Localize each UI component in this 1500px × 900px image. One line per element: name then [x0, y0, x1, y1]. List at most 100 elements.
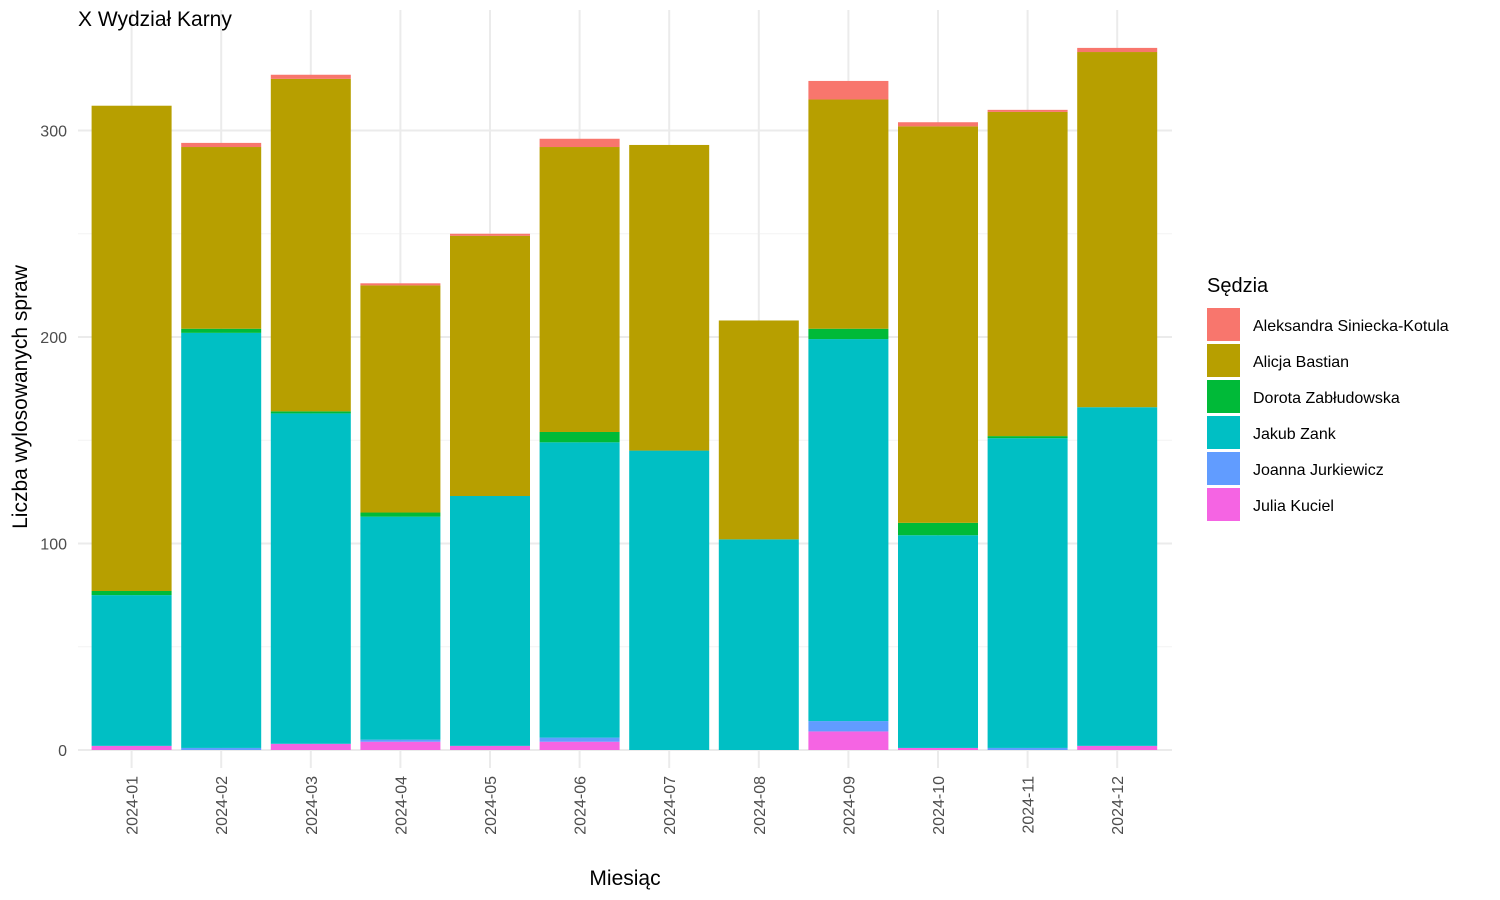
- bar-segment: [1077, 407, 1158, 746]
- legend-item: Dorota Zabłudowska: [1207, 380, 1400, 413]
- bar-segment: [360, 285, 441, 513]
- bar-segment: [181, 328, 262, 333]
- bar-segment: [360, 739, 441, 742]
- legend-swatch: [1207, 344, 1240, 377]
- bar-segment: [181, 747, 262, 750]
- bar-segment: [360, 283, 441, 286]
- bar-segment: [987, 109, 1068, 112]
- bar-stack-2024-01: [91, 105, 172, 750]
- x-axis-title: Miesiąc: [589, 867, 660, 890]
- bar-segment: [450, 496, 530, 746]
- bar-segment: [898, 522, 978, 536]
- bar-segment: [539, 138, 620, 148]
- bar-segment: [898, 747, 978, 750]
- bar-stack-2024-09: [808, 80, 889, 750]
- legend-title: Sędzia: [1207, 275, 1269, 297]
- y-tick-label: 300: [40, 124, 67, 141]
- bar-segment: [718, 539, 799, 750]
- x-tick-label: 2024-06: [573, 776, 590, 835]
- x-tick-label: 2024-10: [931, 776, 948, 835]
- bar-segment: [539, 741, 620, 750]
- legend-label: Dorota Zabłudowska: [1253, 390, 1400, 407]
- x-tick-label: 2024-04: [393, 776, 410, 835]
- bar-stack-2024-02: [181, 142, 262, 750]
- bar-segment: [450, 235, 530, 497]
- bar-segment: [181, 142, 262, 148]
- legend-swatch: [1207, 452, 1240, 485]
- bar-segment: [270, 74, 351, 79]
- bar-segment: [629, 450, 710, 750]
- bar-segment: [987, 438, 1068, 748]
- y-tick-label: 0: [58, 743, 67, 760]
- bar-segment: [181, 332, 262, 748]
- bar-segment: [181, 147, 262, 329]
- bar-segment: [718, 320, 799, 540]
- bar-stack-2024-03: [270, 74, 351, 750]
- legend-label: Joanna Jurkiewicz: [1253, 462, 1384, 479]
- bar-stack-2024-06: [539, 138, 620, 750]
- x-tick-label: 2024-03: [304, 776, 321, 835]
- bar-segment: [987, 111, 1068, 437]
- bar-stack-2024-10: [898, 122, 978, 750]
- bar-stack-2024-12: [1077, 47, 1158, 750]
- legend: Sędzia Aleksandra Siniecka-Kotula Alicja …: [1207, 275, 1449, 521]
- x-tick-label: 2024-07: [662, 776, 679, 835]
- bar-segment: [91, 745, 172, 750]
- bar-segment: [270, 413, 351, 744]
- bar-segment: [1077, 745, 1158, 750]
- bar-segment: [360, 516, 441, 740]
- legend-label: Jakub Zank: [1253, 426, 1337, 443]
- bar-segment: [1077, 47, 1158, 53]
- y-tick-label: 200: [40, 330, 67, 347]
- bar-stack-2024-08: [718, 320, 799, 750]
- x-tick-label: 2024-01: [125, 776, 142, 835]
- bars: [91, 47, 1158, 750]
- legend-swatch: [1207, 488, 1240, 521]
- bar-stack-2024-04: [360, 283, 441, 750]
- bar-stack-2024-07: [629, 144, 710, 750]
- bar-segment: [1077, 52, 1158, 408]
- bar-segment: [450, 233, 530, 236]
- bar-segment: [987, 436, 1068, 439]
- x-tick-label: 2024-02: [214, 776, 231, 835]
- bar-segment: [539, 737, 620, 742]
- bar-segment: [808, 328, 889, 340]
- bar-segment: [629, 144, 710, 451]
- legend-item: Alicja Bastian: [1207, 344, 1349, 377]
- x-tick-label: 2024-08: [752, 776, 769, 835]
- legend-swatch: [1207, 308, 1240, 341]
- legend-items: Aleksandra Siniecka-Kotula Alicja Bastian…: [1207, 308, 1449, 521]
- legend-item: Julia Kuciel: [1207, 488, 1334, 521]
- bar-segment: [808, 80, 889, 100]
- bar-stack-2024-05: [450, 233, 530, 750]
- y-axis-ticks: 0 100 200 300: [40, 124, 67, 761]
- bar-segment: [360, 741, 441, 750]
- chart-title: X Wydział Karny: [78, 8, 232, 31]
- bar-segment: [539, 147, 620, 432]
- legend-item: Aleksandra Siniecka-Kotula: [1207, 308, 1449, 341]
- x-tick-label: 2024-12: [1110, 776, 1127, 835]
- legend-label: Aleksandra Siniecka-Kotula: [1253, 318, 1449, 335]
- legend-item: Jakub Zank: [1207, 416, 1337, 449]
- legend-swatch: [1207, 416, 1240, 449]
- x-tick-label: 2024-09: [841, 776, 858, 835]
- legend-label: Alicja Bastian: [1253, 354, 1349, 371]
- bar-segment: [91, 595, 172, 746]
- legend-label: Julia Kuciel: [1253, 498, 1334, 515]
- bar-segment: [808, 721, 889, 732]
- bar-segment: [898, 535, 978, 748]
- bar-segment: [360, 512, 441, 517]
- bar-segment: [270, 411, 351, 414]
- bar-segment: [91, 105, 172, 591]
- x-axis-ticks: 2024-01 2024-02 2024-03 2024-04 2024-05 2024-…: [125, 776, 1128, 835]
- x-tick-label: 2024-05: [483, 776, 500, 835]
- bar-segment: [808, 99, 889, 329]
- legend-swatch: [1207, 380, 1240, 413]
- bar-segment: [539, 442, 620, 738]
- bar-segment: [450, 745, 530, 750]
- bar-segment: [270, 743, 351, 750]
- bar-segment: [898, 122, 978, 127]
- y-axis-title: Liczba wylosowanych spraw: [9, 264, 32, 529]
- y-tick-label: 100: [40, 537, 67, 554]
